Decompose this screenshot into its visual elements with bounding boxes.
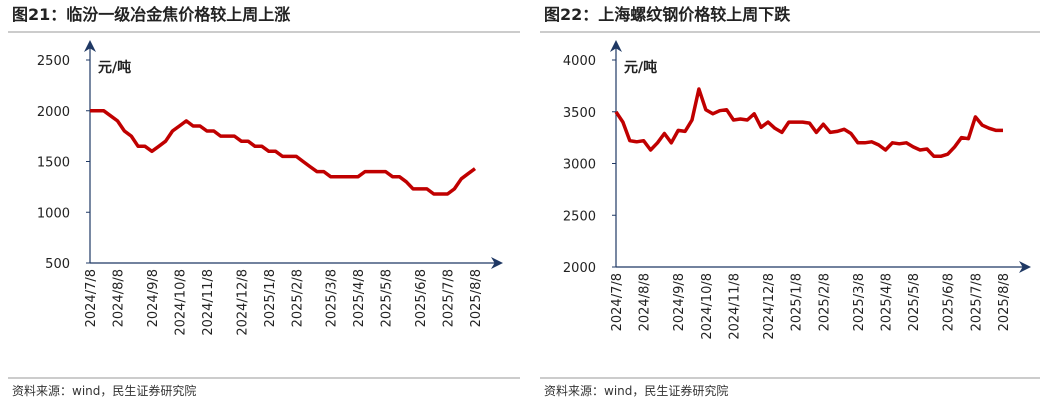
x-tick-label: 2025/2/8: [817, 273, 832, 331]
line: [90, 109, 477, 196]
x-tick-label: 2025/6/8: [942, 273, 957, 331]
y-tick-label: 1000: [37, 206, 70, 221]
x-tick-label: 2025/8/8: [997, 273, 1012, 331]
x-tick-label: 2025/6/8: [414, 269, 429, 327]
x-tick-label: 2025/3/8: [852, 273, 867, 331]
x-tick-label: 2024/10/8: [173, 269, 188, 336]
y-tick-label: 4000: [563, 54, 596, 69]
x-tick-label: 2024/11/8: [727, 273, 742, 340]
x-tick-label: 2025/5/8: [380, 269, 395, 327]
x-tick-label: 2025/7/8: [969, 273, 984, 331]
x-tick-label: 2025/1/8: [263, 269, 278, 327]
y-tick-label: 3500: [563, 106, 596, 121]
x-tick-label: 2024/10/8: [700, 273, 715, 340]
x-tick-label: 2025/4/8: [880, 273, 895, 331]
x-tick-label: 2024/8/8: [112, 269, 127, 327]
y-tick-label: 1500: [37, 156, 70, 171]
y-tick-label: 2000: [563, 261, 596, 276]
x-tick-label: 2025/1/8: [790, 273, 805, 331]
x-tick-label: 2024/9/8: [146, 269, 161, 327]
x-tick-label: 2025/8/8: [469, 269, 484, 327]
x-tick-label: 2025/5/8: [907, 273, 922, 331]
y-unit: 元/吨: [98, 59, 131, 76]
x-tick-label: 2024/8/8: [638, 273, 653, 331]
source: 资料来源：wind，民生证券研究院: [544, 383, 728, 398]
chart-title: 图22：上海螺纹钢价格较上周下跌: [544, 5, 791, 24]
x-tick-label: 2024/12/8: [235, 269, 250, 336]
y-tick-label: 2000: [37, 105, 70, 120]
y-tick-label: 500: [45, 257, 70, 272]
y-unit: 元/吨: [624, 59, 657, 76]
x-tick-label: 2025/3/8: [325, 269, 340, 327]
x-tick-label: 2025/7/8: [442, 269, 457, 327]
x-tick-label: 2025/4/8: [352, 269, 367, 327]
y-tick-label: 2500: [37, 54, 70, 69]
y-tick-label: 3000: [563, 158, 596, 173]
source: 资料来源：wind，民生证券研究院: [12, 383, 196, 398]
x-tick-label: 2024/7/8: [84, 269, 99, 327]
x-tick-label: 2025/2/8: [290, 269, 305, 327]
y-tick-label: 2500: [563, 209, 596, 224]
x-tick-label: 2024/7/8: [610, 273, 625, 331]
x-tick-label: 2024/11/8: [201, 269, 216, 336]
x-tick-label: 2024/9/8: [672, 273, 687, 331]
chart-title: 图21：临汾一级冶金焦价格较上周上涨: [12, 5, 290, 24]
x-tick-label: 2024/12/8: [762, 273, 777, 340]
line: [614, 87, 1003, 159]
